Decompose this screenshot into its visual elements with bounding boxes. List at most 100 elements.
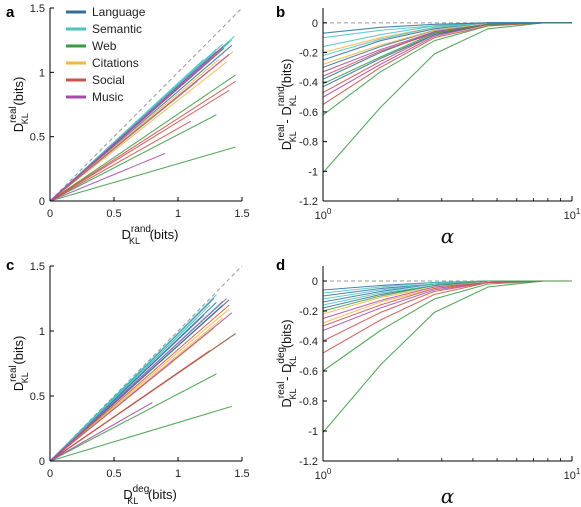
x-axis-label-unit: (bits)	[144, 487, 177, 502]
y-tick-label: -0.2	[299, 48, 318, 60]
series-line-music	[49, 53, 230, 202]
y-axis-label-sup: real	[276, 382, 287, 399]
legend-label-web: Web	[92, 39, 117, 53]
x-tick-label: 1	[175, 468, 181, 480]
series-line-music	[49, 152, 166, 202]
y-tick-label: 1.5	[30, 261, 45, 273]
panel-letter-a: a	[6, 4, 15, 21]
y-axis-label: DrealKL - DdegKL (bits)	[276, 319, 298, 407]
series-line-social	[49, 350, 211, 462]
x-tick-base: 10	[564, 210, 576, 222]
y-axis-label-main: D	[279, 141, 294, 150]
y-axis-label-second-sup: rand	[276, 86, 287, 106]
series-line-web	[322, 280, 572, 372]
x-axis-label: α	[441, 224, 455, 248]
x-tick-label: 0	[47, 208, 53, 220]
y-tick-label: 1	[39, 67, 45, 79]
y-axis-label-sub: KL	[288, 389, 298, 400]
y-tick-label: 0	[39, 456, 45, 468]
y-tick-label: 1.5	[30, 3, 45, 15]
y-tick-label: -0.4	[299, 77, 318, 89]
series-line-music	[49, 312, 233, 462]
x-tick-base: 10	[315, 210, 327, 222]
y-axis-label: DrealKL - DrandKL (bits)	[276, 59, 298, 151]
series-line-citations	[49, 61, 227, 202]
panel-letter-c: c	[6, 257, 14, 274]
series-line-social	[49, 304, 230, 462]
y-axis-label-second-sub: KL	[288, 95, 298, 106]
x-tick-label: 1.5	[234, 208, 249, 220]
series-lines	[322, 22, 572, 174]
x-tick-label: 101	[564, 467, 581, 482]
x-tick-exponent: 1	[576, 467, 581, 476]
y-axis-label-main: D	[279, 398, 294, 407]
series-line-web	[322, 280, 572, 312]
legend-label-semantic: Semantic	[92, 22, 142, 36]
x-tick-base: 10	[564, 470, 576, 482]
y-axis-label-second-main: - D	[279, 364, 294, 385]
y-axis-label-main: D	[11, 123, 26, 132]
y-tick-label: -1.2	[299, 196, 318, 208]
x-tick-exponent: 1	[576, 207, 581, 216]
x-axis-label: Drand KL (bits)	[122, 224, 179, 246]
x-axis-label-sup: deg	[133, 484, 150, 495]
x-tick-base: 10	[315, 470, 327, 482]
identity-reference-line	[49, 7, 243, 202]
x-tick-label: 100	[315, 467, 332, 482]
y-tick-label: -1.2	[299, 456, 318, 468]
series-line-social	[49, 80, 236, 202]
y-axis-label: DrealKL (bits)	[8, 336, 30, 392]
y-tick-label: -1	[308, 166, 318, 178]
legend: Language Semantic Web Citations Social Music	[66, 5, 146, 104]
y-axis-label-sub: KL	[288, 131, 298, 142]
series-line-social	[49, 120, 192, 202]
y-tick-label: -1	[308, 426, 318, 438]
x-tick-label: 1	[175, 208, 181, 220]
x-tick-label: 0.5	[106, 208, 121, 220]
y-tick-label: -0.4	[299, 336, 318, 348]
y-tick-label: 0.5	[30, 391, 45, 403]
x-tick-exponent: 0	[327, 207, 332, 216]
series-lines	[322, 280, 572, 433]
y-axis-label-main: D	[11, 382, 26, 391]
series-line-social	[322, 280, 572, 354]
series-line-web	[49, 405, 232, 462]
y-axis-label-second-sup: deg	[276, 347, 287, 364]
y-tick-label: -0.8	[299, 137, 318, 149]
y-axis-label-unit: (bits)	[11, 336, 26, 369]
y-tick-label: 0	[312, 18, 318, 30]
x-tick-exponent: 0	[327, 467, 332, 476]
x-tick-label: 0.5	[106, 468, 121, 480]
x-tick-label: 0	[47, 468, 53, 480]
series-line-web	[49, 114, 217, 202]
series-line-web	[49, 74, 236, 202]
series-line-social	[322, 22, 572, 105]
y-axis-label-sup: real	[8, 365, 19, 382]
series-line-language	[322, 22, 572, 34]
series-lines	[49, 294, 236, 462]
y-axis-label: DrealKL (bits)	[8, 77, 30, 133]
y-axis-label-unit: (bits)	[11, 77, 26, 110]
panel-letter-d: d	[276, 257, 285, 274]
y-axis-label-sup: real	[8, 106, 19, 123]
series-lines	[49, 35, 236, 202]
y-axis-label-unit: (bits)	[279, 319, 294, 352]
x-axis-label-unit: (bits)	[146, 227, 179, 242]
series-line-music	[49, 298, 227, 462]
y-tick-label: 0	[312, 276, 318, 288]
y-axis-label-sub: KL	[20, 113, 30, 124]
series-line-semantic	[49, 317, 198, 462]
legend-label-language: Language	[92, 5, 146, 19]
y-tick-label: -0.6	[299, 107, 318, 119]
y-tick-label: -0.2	[299, 306, 318, 318]
x-axis-label: α	[441, 484, 455, 507]
x-tick-label: 100	[315, 207, 332, 222]
x-axis-label: Ddeg KL (bits)	[123, 484, 177, 506]
y-axis-label-second-main: - D	[279, 106, 294, 127]
x-axis-label-sup: rand	[131, 224, 151, 235]
